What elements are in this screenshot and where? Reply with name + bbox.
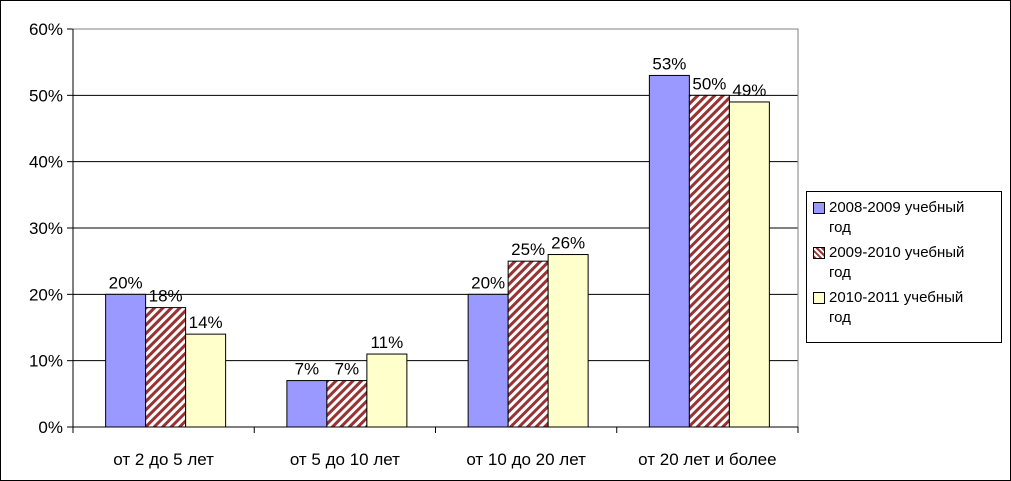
legend-label-line-1: 2008-2009 учебный [829, 199, 965, 216]
bar [105, 293, 147, 428]
bar [507, 260, 549, 428]
legend-label-line-2: год [829, 219, 851, 236]
bar [185, 333, 227, 428]
legend-label-line-1: 2009-2010 учебный [829, 244, 965, 261]
x-axis-categories: от 2 до 5 лет от 5 до 10 лет от 10 до 20 л… [113, 450, 776, 469]
legend-label-line-2: год [829, 264, 851, 281]
bar [145, 307, 187, 428]
legend-label-2: 2009-2010 учебный год [829, 243, 964, 283]
y-tick-label: 60% [29, 20, 63, 39]
data-label: 14% [189, 313, 223, 332]
data-label: 7% [335, 360, 360, 379]
bar [366, 353, 408, 428]
bar [728, 101, 770, 428]
x-category-label: от 2 до 5 лет [113, 450, 214, 469]
bar [326, 380, 368, 428]
data-label: 20% [471, 273, 505, 292]
bars [105, 74, 770, 428]
legend-item-3: 2010-2011 учебный год [813, 288, 997, 328]
legend-item-1: 2008-2009 учебный год [813, 198, 997, 238]
data-label: 49% [732, 81, 766, 100]
axes [72, 28, 799, 433]
data-label: 7% [295, 360, 320, 379]
bar [286, 380, 328, 428]
data-label: 26% [551, 234, 585, 253]
x-category-label: от 20 лет и более [638, 450, 776, 469]
data-label: 20% [109, 273, 143, 292]
legend-swatch-1 [813, 202, 825, 214]
y-tick-label: 10% [29, 352, 63, 371]
legend-label-1: 2008-2009 учебный год [829, 198, 964, 238]
legend-item-2: 2009-2010 учебный год [813, 243, 997, 283]
bar [688, 94, 730, 428]
data-label: 25% [511, 240, 545, 259]
y-tick-label: 0% [38, 418, 63, 437]
y-tick-label: 20% [29, 285, 63, 304]
legend-label-3: 2010-2011 учебный год [829, 288, 963, 328]
data-label: 50% [692, 74, 726, 93]
x-category-label: от 5 до 10 лет [290, 450, 400, 469]
y-tick-label: 50% [29, 86, 63, 105]
data-labels: 20% 18% 14% 7% 7% 11% 20% 25% 26% 53% 50% 49% [109, 54, 767, 378]
legend: 2008-2009 учебный год 2009-2010 учебный го… [806, 191, 1002, 343]
legend-label-line-2: год [829, 309, 851, 326]
data-label: 18% [149, 287, 183, 306]
legend-label-line-1: 2010-2011 учебный [829, 289, 964, 306]
bar [547, 254, 589, 428]
bar [648, 74, 690, 428]
x-category-label: от 10 до 20 лет [466, 450, 586, 469]
data-label: 11% [370, 333, 403, 352]
data-label: 53% [652, 54, 686, 73]
y-tick-label: 30% [29, 219, 63, 238]
legend-swatch-2 [813, 247, 825, 259]
legend-swatch-3 [813, 292, 825, 304]
y-axis-ticks: 0% 10% 20% 30% 40% 50% 60% [29, 20, 73, 437]
y-tick-label: 40% [29, 153, 63, 172]
bar [467, 293, 509, 428]
